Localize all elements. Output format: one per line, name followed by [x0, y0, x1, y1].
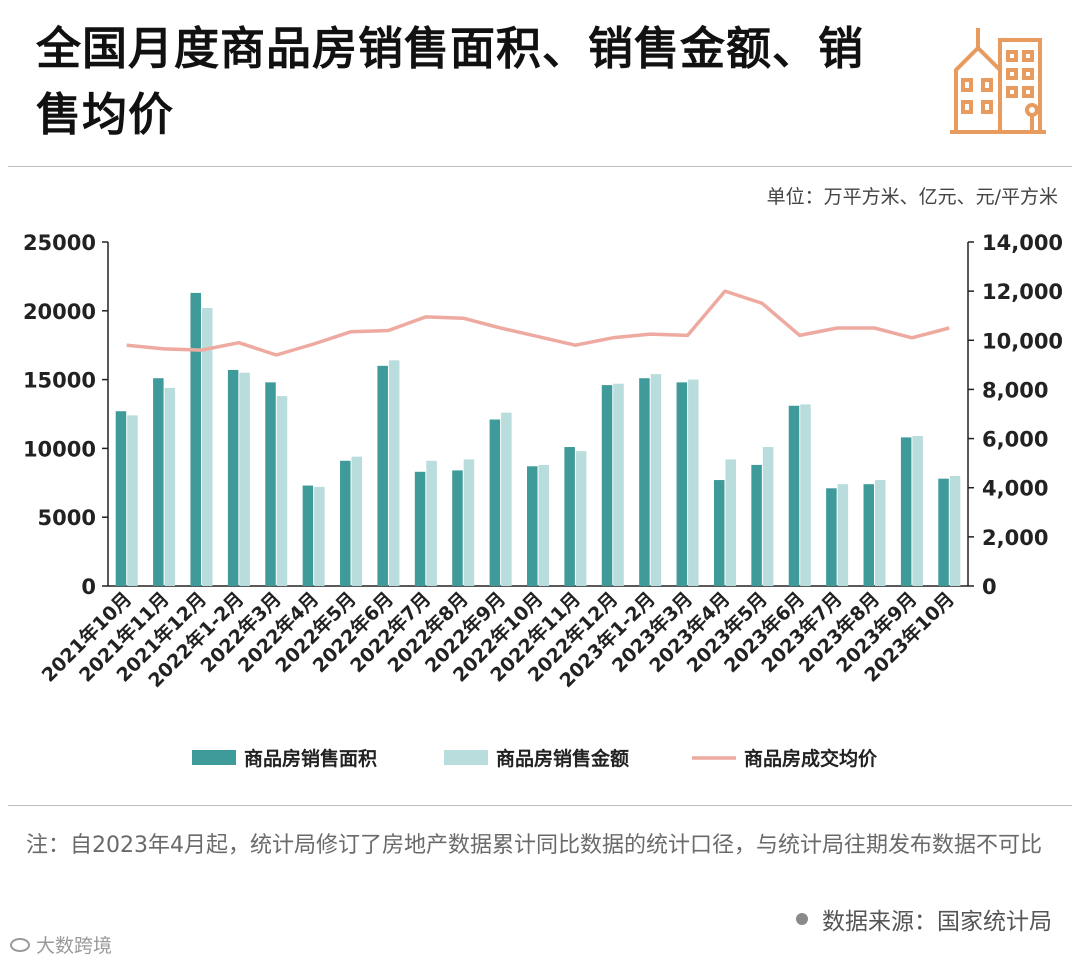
bar-sales-amount	[725, 459, 736, 586]
bar-sales-amount	[314, 486, 325, 586]
right-tick-label: 2,000	[982, 526, 1048, 550]
sales-chart: 0 5000 10000 15000 20000 25000 0 2,000 4,000 6,00…	[23, 231, 1063, 770]
bar-sales-amount	[650, 374, 662, 586]
bar-sales-area	[900, 437, 912, 586]
bar-sales-area	[788, 405, 800, 586]
bar-sales-area	[751, 464, 762, 586]
bar-sales-area	[265, 382, 276, 586]
watermark-brand: 大数跨境	[36, 935, 113, 957]
bar-sales-amount	[688, 379, 699, 586]
bar-sales-amount	[613, 383, 624, 586]
bar-sales-amount	[463, 459, 475, 586]
right-tick-label: 10,000	[982, 329, 1063, 353]
watermark: 大数跨境	[10, 931, 112, 958]
source-line: 数据来源：国家统计局	[796, 902, 1052, 936]
bar-sales-amount	[762, 447, 774, 586]
bar-sales-amount	[351, 456, 363, 586]
bar-sales-amount	[501, 412, 512, 586]
top-divider	[8, 166, 1072, 167]
bar-sales-area	[826, 488, 837, 586]
bar-sales-area	[639, 378, 650, 586]
left-tick-label: 5000	[38, 506, 96, 530]
bar-sales-amount	[875, 480, 886, 586]
legend-sales-area-label: 商品房销售面积	[244, 747, 377, 770]
right-tick-label: 6,000	[982, 428, 1048, 452]
bar-sales-area	[377, 365, 388, 586]
bar-sales-area	[340, 460, 351, 586]
bar-sales-area	[527, 466, 538, 586]
left-tick-label: 20000	[23, 300, 96, 324]
building-logo-icon	[950, 28, 1046, 134]
bar-sales-amount	[575, 451, 587, 586]
chart-title: 全国月度商品房销售面积、销售金额、销售均价	[36, 22, 865, 141]
right-tick-label: 12,000	[982, 280, 1063, 304]
bar-sales-area	[564, 447, 575, 586]
bar-sales-amount	[949, 475, 961, 586]
bar-sales-area	[302, 485, 314, 586]
right-tick-label: 0	[982, 575, 997, 599]
bar-sales-amount	[164, 387, 176, 586]
bar-sales-amount	[201, 308, 213, 586]
footnote: 注：自2023年4月起，统计局修订了房地产数据累计同比数据的统计口径，与统计局往…	[26, 833, 1042, 858]
bullet-icon	[796, 913, 808, 925]
bar-sales-amount	[388, 360, 400, 586]
bar-sales-area	[863, 484, 875, 586]
bar-sales-amount	[239, 372, 250, 586]
legend-average-price-label: 商品房成交均价	[744, 747, 878, 770]
left-tick-label: 15000	[23, 369, 96, 393]
line-average-price	[126, 289, 950, 357]
bar-sales-area	[452, 470, 463, 586]
legend-sales-amount-label: 商品房销售金额	[496, 747, 629, 770]
bar-sales-area	[115, 411, 127, 586]
left-tick-label: 10000	[23, 437, 96, 461]
bar-sales-area	[190, 292, 201, 586]
left-tick-label: 25000	[23, 231, 96, 255]
bar-sales-area	[938, 478, 949, 586]
source-text: 数据来源：国家统计局	[822, 909, 1052, 935]
legend-sales-area-swatch	[192, 750, 236, 765]
bar-sales-area	[601, 385, 613, 586]
bar-sales-area	[227, 369, 239, 586]
bar-sales-amount	[426, 460, 437, 586]
bar-sales-area	[489, 419, 501, 586]
bar-sales-area	[676, 382, 688, 586]
right-tick-label: 8,000	[982, 378, 1048, 402]
bar-sales-area	[414, 471, 426, 586]
bar-sales-amount	[800, 404, 811, 586]
right-tick-label: 14,000	[982, 231, 1063, 255]
bottom-divider	[8, 805, 1072, 806]
right-tick-label: 4,000	[982, 477, 1048, 501]
weibo-icon	[10, 937, 30, 952]
bar-sales-amount	[837, 484, 849, 586]
bar-sales-amount	[538, 464, 549, 586]
bar-sales-area	[153, 378, 164, 586]
bar-sales-amount	[912, 436, 923, 586]
left-tick-label: 0	[81, 575, 96, 599]
bar-sales-area	[713, 480, 725, 586]
bar-sales-amount	[276, 396, 288, 586]
legend-sales-amount-swatch	[444, 750, 488, 765]
unit-label: 单位：万平方米、亿元、元/平方米	[766, 186, 1058, 208]
bar-sales-amount	[127, 415, 138, 586]
